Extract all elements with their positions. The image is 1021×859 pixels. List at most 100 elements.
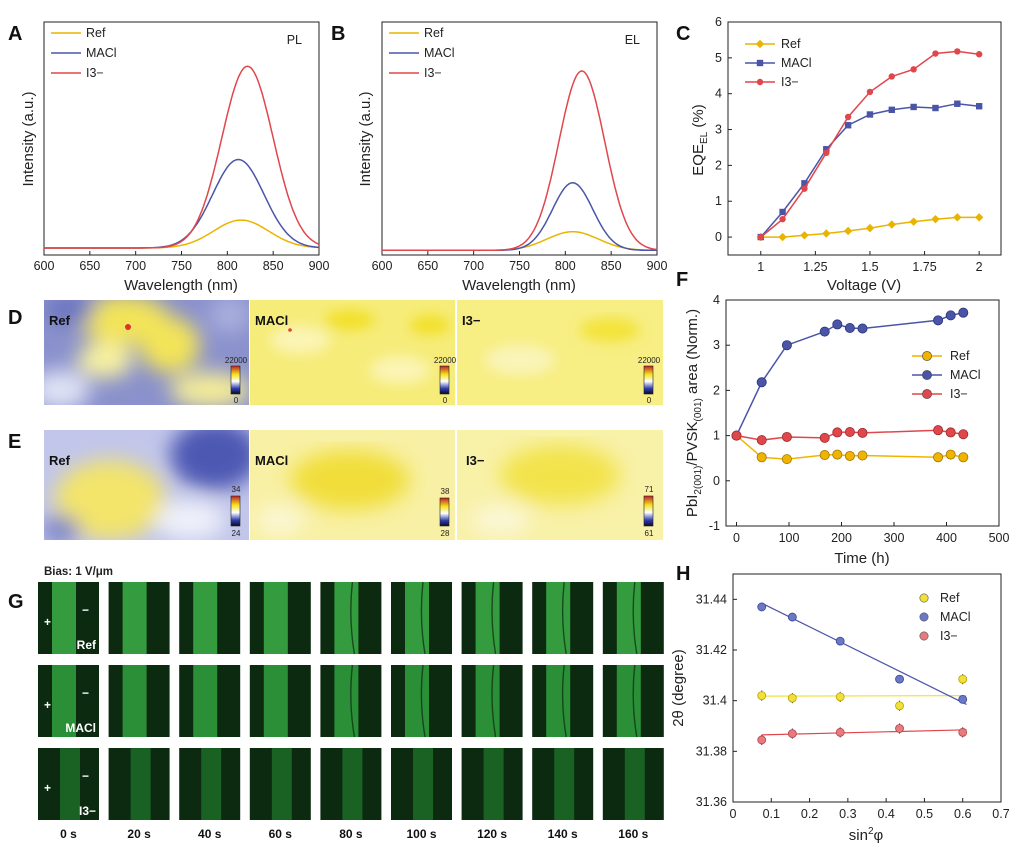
y-tick-label: 31.36 — [696, 795, 727, 809]
data-point-i3 — [819, 432, 830, 443]
data-point-i3 — [779, 215, 786, 223]
degradation-front — [350, 664, 356, 738]
panel-a: A PL Ref MACl I3− 600 650 700 750 800 850 900 … — [8, 21, 329, 294]
chart-marks: 0 100 200 300 400 500 -1 0 1 2 3 4 — [709, 293, 1010, 545]
color-scale — [439, 497, 450, 527]
plot-frame — [725, 299, 1000, 527]
x-axis-label: Wavelength (nm) — [462, 277, 576, 294]
channel-stripe — [475, 582, 500, 654]
panel-e: E Ref 34 24 — [8, 430, 663, 540]
bias-label: Bias: 1 V/μm — [44, 566, 113, 578]
plot-frame — [732, 573, 1002, 803]
x-tick-label: 600 — [372, 259, 393, 273]
y-axis-label: Intensity (a.u.) — [20, 91, 37, 186]
legend-label: Ref — [781, 37, 801, 51]
micrograph-tile — [532, 581, 594, 655]
data-point-i3 — [958, 429, 969, 440]
data-point-macl — [801, 180, 808, 187]
data-point-i3 — [932, 50, 939, 57]
legend-label-macl: MACl — [86, 46, 117, 60]
y-tick-label: 31.4 — [703, 694, 727, 708]
data-point-macl — [819, 326, 830, 337]
y-tick-label: 1 — [713, 429, 720, 443]
y-axis-label: EQEEL (%) — [690, 104, 710, 175]
x-tick-label: 200 — [831, 531, 852, 545]
channel-stripe — [60, 748, 80, 820]
channel-stripe — [624, 748, 645, 820]
series-line-macl — [760, 102, 980, 238]
panel-d: D Ref 22000 0 — [8, 300, 663, 405]
micrograph-tile — [179, 665, 241, 737]
data-point-ref — [787, 693, 797, 703]
channel-stripe — [122, 665, 147, 737]
panel-tag: EL — [625, 33, 640, 47]
data-point-macl — [779, 208, 786, 216]
spectra-curves — [382, 70, 658, 252]
scale-max: 71 — [645, 485, 654, 494]
degradation-front — [420, 664, 426, 738]
scale-min: 28 — [441, 529, 450, 538]
channel-stripe — [122, 582, 147, 654]
y-tick-label: 3 — [713, 338, 720, 352]
x-tick-label: 700 — [125, 259, 146, 273]
x-tick-label: 0 — [733, 531, 740, 545]
legend: Ref MACl I3− — [51, 26, 117, 80]
time-label: 100 s — [406, 827, 436, 841]
micrograph-tile — [532, 664, 594, 738]
x-ticks: 600 650 700 750 800 850 900 — [34, 251, 329, 273]
x-axis-label: Voltage (V) — [827, 277, 901, 294]
degradation-front — [491, 664, 497, 738]
time-label: 120 s — [477, 827, 507, 841]
micrograph-tile — [38, 665, 99, 737]
series-line-ref — [44, 219, 320, 249]
scale-min: 0 — [647, 396, 652, 405]
anode-sign: + — [44, 615, 51, 629]
y-axis-label: PbI2(001)/PVSK(001) area (Norm.) — [684, 309, 704, 517]
legend-marker — [919, 612, 929, 622]
y-tick-label: 5 — [715, 51, 722, 65]
x-tick-label: 1.25 — [803, 260, 827, 274]
data-point-macl — [832, 319, 843, 330]
panel-f: F 0 100 200 300 400 500 -1 0 1 2 3 4 Ref MACl I3− Tim… — [676, 269, 1009, 567]
data-point-ref — [843, 226, 853, 236]
data-point-i3 — [866, 88, 874, 96]
data-point-ref — [945, 449, 956, 460]
legend-marker — [756, 78, 764, 86]
x-ticks: 600 650 700 750 800 850 900 — [372, 251, 667, 273]
channel-stripe — [130, 748, 151, 820]
map-i3: I3− 71 61 — [457, 430, 663, 540]
legend-label: MACl — [950, 368, 981, 382]
y-tick-label: 4 — [715, 87, 722, 101]
degradation-front — [632, 664, 638, 738]
map-label: I3− — [462, 313, 481, 328]
legend-label-i3: I3− — [424, 66, 442, 80]
series-line-i3 — [736, 429, 964, 441]
legend-marker — [756, 59, 764, 67]
legend-marker — [922, 370, 932, 380]
data-point-i3 — [857, 427, 868, 438]
data-point-i3 — [801, 185, 808, 192]
legend-label: Ref — [940, 591, 960, 605]
legend-label-i3: I3− — [86, 66, 104, 80]
legend: Ref MACl I3− — [919, 591, 971, 643]
data-point-ref — [958, 452, 969, 463]
micrograph-tile — [38, 748, 99, 820]
data-point-ref — [931, 214, 940, 224]
y-tick-label: 1 — [715, 194, 722, 208]
x-tick-label: 1 — [757, 260, 764, 274]
legend-label: I3− — [781, 75, 799, 89]
data-point-i3 — [958, 727, 968, 737]
x-tick-label: 850 — [263, 259, 284, 273]
data-point-i3 — [756, 435, 767, 446]
data-point-ref — [953, 213, 962, 222]
x-tick-label: 700 — [463, 259, 484, 273]
micrograph-tile — [249, 748, 311, 820]
map-ref: Ref 34 24 — [44, 430, 249, 540]
x-axis-label: sin2φ — [849, 826, 884, 844]
legend-label-ref: Ref — [424, 26, 444, 40]
data-point-ref — [865, 223, 875, 233]
x-tick-label: 750 — [509, 259, 530, 273]
channel-stripe — [405, 582, 429, 654]
y-tick-label: 6 — [715, 15, 722, 29]
micrograph-tile — [391, 748, 452, 820]
